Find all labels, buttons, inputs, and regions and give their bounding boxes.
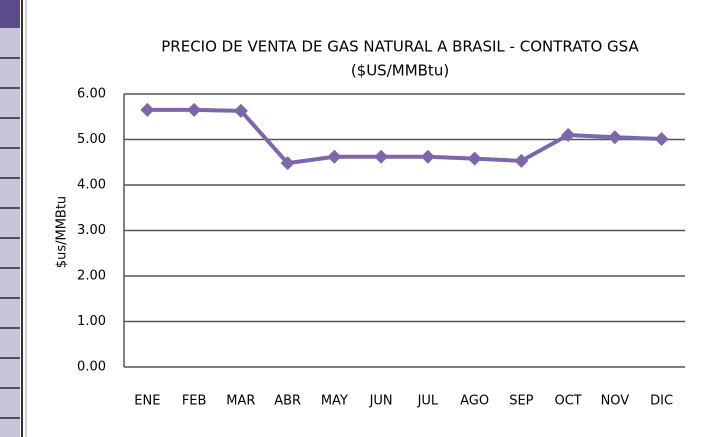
y-tick-label: 6.00 [77, 87, 106, 102]
data-point [187, 102, 202, 117]
data-point [654, 132, 669, 147]
x-tick-label: JUN [369, 394, 393, 409]
y-tick-label: 4.00 [77, 178, 106, 193]
x-tick-label: AGO [460, 394, 489, 409]
y-tick-label: 1.00 [77, 314, 106, 329]
x-tick-label: MAY [321, 394, 348, 409]
x-tick-label: ENE [134, 394, 160, 409]
data-line [147, 107, 662, 166]
y-tick-label: 3.00 [77, 223, 106, 238]
data-point [420, 149, 435, 164]
x-tick-label: DIC [650, 394, 673, 409]
data-point [233, 103, 248, 118]
data-point [374, 149, 389, 164]
data-point [467, 151, 482, 166]
x-tick-label: OCT [554, 394, 581, 409]
x-tick-label: JUL [417, 394, 439, 409]
data-point [280, 156, 295, 171]
y-tick-label: 0.00 [77, 360, 106, 375]
x-tick-label: MAR [226, 394, 255, 409]
x-tick-label: SEP [509, 394, 533, 409]
side-strip [0, 0, 27, 437]
data-point [561, 127, 576, 142]
y-tick-label: 2.00 [77, 269, 106, 284]
data-point [327, 149, 342, 164]
x-tick-label: ABR [274, 394, 301, 409]
data-point [140, 102, 155, 117]
y-axis-label: $us/MMBtu [55, 196, 70, 268]
data-point [607, 130, 622, 145]
data-point [514, 153, 529, 168]
chart-subtitle: ($US/MMBtu) [351, 62, 449, 80]
x-tick-label: FEB [182, 394, 207, 409]
y-tick-label: 5.00 [77, 132, 106, 147]
x-tick-label: NOV [601, 394, 630, 409]
chart-title: PRECIO DE VENTA DE GAS NATURAL A BRASIL … [161, 38, 639, 56]
